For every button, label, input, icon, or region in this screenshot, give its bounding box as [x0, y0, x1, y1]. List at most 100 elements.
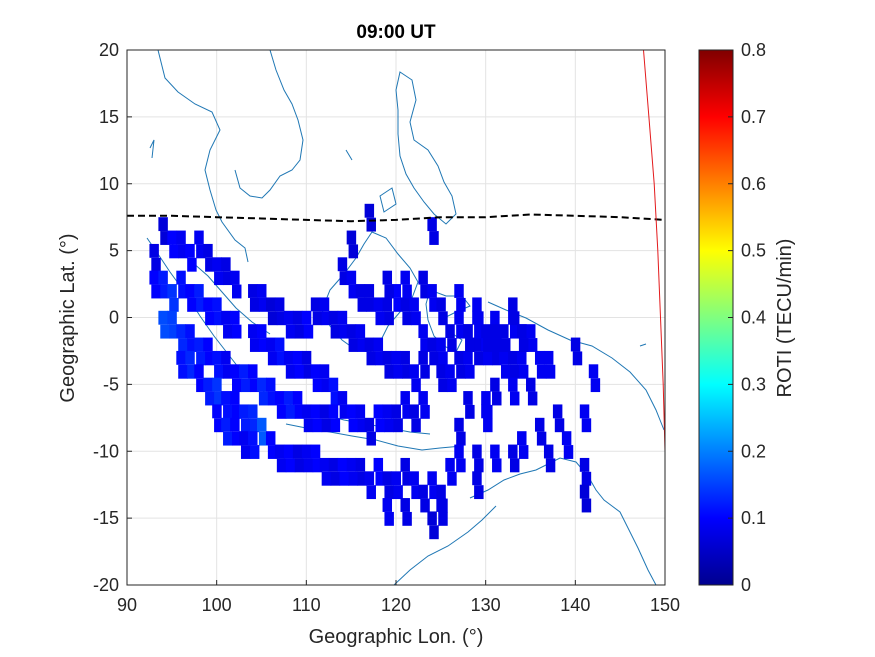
roti-cell — [232, 284, 242, 299]
roti-cell — [472, 297, 482, 312]
roti-cell — [249, 418, 260, 433]
roti-cell — [474, 351, 484, 366]
roti-cell — [167, 230, 177, 245]
roti-cell — [205, 391, 215, 406]
roti-cell — [364, 471, 375, 486]
roti-cell — [239, 431, 249, 446]
roti-cell — [375, 418, 385, 433]
roti-cell — [590, 378, 601, 393]
roti-cell — [337, 457, 348, 472]
roti-cell — [303, 324, 314, 339]
roti-cell — [509, 364, 520, 379]
roti-cell — [420, 364, 430, 379]
roti-cell — [429, 231, 439, 245]
roti-cell — [149, 270, 159, 285]
roti-cell — [212, 257, 222, 272]
roti-cell — [490, 444, 500, 459]
roti-cell — [454, 310, 464, 325]
roti-cell — [187, 364, 197, 379]
roti-cell — [472, 444, 482, 459]
roti-cell — [509, 324, 520, 339]
roti-cell — [292, 391, 303, 405]
roti-cell — [534, 417, 545, 432]
coastline-philippines — [379, 71, 457, 225]
roti-cell — [176, 350, 186, 365]
roti-cell — [258, 431, 269, 446]
roti-cell — [312, 458, 323, 473]
roti-cell — [348, 284, 359, 299]
colorbar-tick-label: 0.5 — [741, 241, 766, 261]
roti-cell — [301, 404, 312, 419]
roti-cell — [328, 457, 339, 472]
roti-cell — [427, 337, 437, 352]
roti-cell — [257, 377, 267, 392]
roti-cell — [248, 364, 258, 379]
roti-cell — [321, 311, 332, 326]
roti-cell — [348, 471, 359, 486]
roti-cell — [402, 511, 412, 526]
roti-cell — [274, 297, 285, 312]
roti-cell — [393, 297, 403, 312]
roti-cell — [445, 457, 455, 472]
roti-cell — [196, 378, 206, 393]
roti-cell — [400, 457, 410, 472]
roti-cell — [274, 444, 285, 459]
roti-cell — [292, 310, 303, 325]
roti-cell — [402, 284, 412, 299]
roti-cell — [239, 364, 249, 379]
roti-cell — [328, 310, 339, 325]
roti-cell — [203, 297, 213, 312]
roti-cell — [232, 404, 242, 419]
roti-cell — [346, 404, 357, 419]
roti-cell — [339, 324, 350, 339]
roti-cell — [536, 431, 547, 446]
roti-cell — [312, 311, 323, 326]
roti-cell — [294, 364, 305, 379]
roti-cell — [373, 337, 384, 352]
roti-cell — [355, 457, 366, 472]
roti-cell — [321, 471, 332, 486]
roti-cell — [436, 484, 446, 499]
roti-cell — [517, 350, 527, 365]
roti-cell — [588, 364, 599, 379]
roti-cell — [445, 364, 455, 379]
x-tick-label: 120 — [381, 595, 411, 615]
roti-cell — [373, 297, 384, 312]
roti-cell — [400, 391, 410, 405]
roti-cell — [581, 471, 592, 486]
roti-cell — [248, 404, 258, 419]
roti-cell — [382, 350, 393, 365]
roti-cell — [508, 297, 518, 312]
roti-cell — [418, 270, 428, 285]
roti-cell — [427, 511, 437, 526]
roti-cell — [384, 418, 394, 433]
roti-cell — [176, 230, 186, 245]
roti-cell — [501, 364, 511, 379]
roti-cell — [337, 257, 348, 272]
roti-cell — [151, 257, 161, 272]
roti-cell — [319, 457, 330, 472]
roti-cell — [391, 284, 401, 298]
roti-cell — [509, 311, 520, 326]
colorbar-tick-label: 0.2 — [741, 441, 766, 461]
roti-cell — [456, 364, 466, 379]
roti-cell — [257, 324, 267, 339]
roti-cell — [570, 337, 581, 352]
roti-cell — [274, 337, 285, 352]
roti-cell — [436, 364, 446, 379]
roti-cell — [366, 217, 376, 232]
roti-cell — [465, 364, 475, 379]
roti-cell — [402, 471, 412, 486]
x-axis-ticks: 90 100 110 120 130 140 150 — [117, 580, 680, 615]
roti-cell — [267, 391, 278, 406]
roti-cell — [178, 244, 188, 259]
roti-cell — [579, 404, 590, 419]
roti-cell — [205, 311, 215, 326]
roti-cell — [373, 404, 384, 419]
roti-cell — [463, 350, 473, 365]
roti-cell — [312, 418, 323, 433]
roti-cell — [230, 364, 240, 379]
roti-cell — [239, 404, 249, 419]
roti-cell — [400, 297, 410, 312]
roti-cell — [499, 324, 509, 339]
